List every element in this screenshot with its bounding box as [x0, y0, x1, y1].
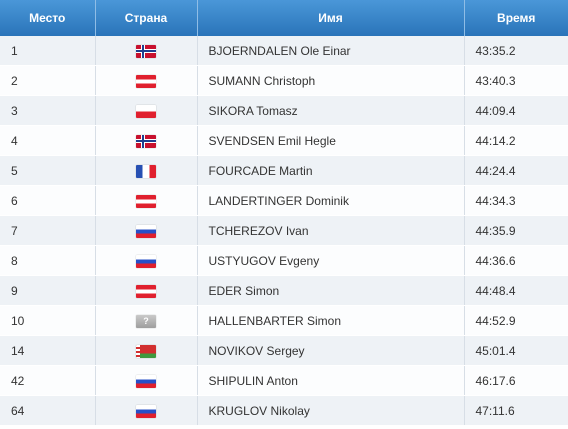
- place-cell: 9: [0, 275, 96, 306]
- table-row: 3 SIKORA Tomasz 44:09.4: [0, 95, 568, 126]
- country-cell: [95, 365, 198, 396]
- table-row: 5 FOURCADE Martin 44:24.4: [0, 155, 568, 186]
- place-cell: 42: [0, 365, 96, 396]
- russia-flag-icon: [136, 404, 156, 418]
- time-cell: 45:01.4: [464, 335, 568, 366]
- place-cell: 6: [0, 185, 96, 216]
- country-cell: [95, 335, 198, 366]
- country-cell: [95, 155, 198, 186]
- table-row: 4 SVENDSEN Emil Hegle 44:14.2: [0, 125, 568, 156]
- country-cell: [95, 125, 198, 156]
- header-time[interactable]: Время: [464, 0, 568, 36]
- russia-flag-icon: [136, 374, 156, 388]
- country-cell: [95, 95, 198, 126]
- belarus-flag-icon: [136, 344, 156, 358]
- table-row: 1 BJOERNDALEN Ole Einar 43:35.2: [0, 36, 568, 66]
- table-row: 6 LANDERTINGER Dominik 44:34.3: [0, 185, 568, 216]
- country-cell: ?: [95, 305, 198, 336]
- athlete-name-cell: KRUGLOV Nikolay: [197, 395, 465, 426]
- athlete-name-cell: BJOERNDALEN Ole Einar: [197, 36, 465, 66]
- table-row: 42 SHIPULIN Anton 46:17.6: [0, 365, 568, 396]
- austria-flag-icon: [136, 284, 156, 298]
- time-cell: 44:48.4: [464, 275, 568, 306]
- norway-flag-icon: [136, 44, 156, 58]
- table-row: 2 SUMANN Christoph 43:40.3: [0, 65, 568, 96]
- country-cell: [95, 36, 198, 66]
- athlete-name-cell: FOURCADE Martin: [197, 155, 465, 186]
- country-cell: [95, 245, 198, 276]
- place-cell: 7: [0, 215, 96, 246]
- time-cell: 47:11.6: [464, 395, 568, 426]
- athlete-name-cell: SUMANN Christoph: [197, 65, 465, 96]
- country-cell: [95, 395, 198, 426]
- time-cell: 44:35.9: [464, 215, 568, 246]
- unknown-flag-icon: ?: [136, 314, 156, 328]
- time-cell: 44:09.4: [464, 95, 568, 126]
- time-cell: 44:52.9: [464, 305, 568, 336]
- russia-flag-icon: [136, 224, 156, 238]
- time-cell: 43:35.2: [464, 36, 568, 66]
- country-cell: [95, 65, 198, 96]
- country-cell: [95, 275, 198, 306]
- time-cell: 44:36.6: [464, 245, 568, 276]
- time-cell: 43:40.3: [464, 65, 568, 96]
- place-cell: 2: [0, 65, 96, 96]
- header-name[interactable]: Имя: [197, 0, 465, 36]
- place-cell: 10: [0, 305, 96, 336]
- place-cell: 5: [0, 155, 96, 186]
- table-row: 7 TCHEREZOV Ivan 44:35.9: [0, 215, 568, 246]
- table-row: 10? HALLENBARTER Simon 44:52.9: [0, 305, 568, 336]
- russia-flag-icon: [136, 254, 156, 268]
- athlete-name-cell: EDER Simon: [197, 275, 465, 306]
- athlete-name-cell: SHIPULIN Anton: [197, 365, 465, 396]
- athlete-name-cell: USTYUGOV Evgeny: [197, 245, 465, 276]
- place-cell: 1: [0, 36, 96, 66]
- place-cell: 4: [0, 125, 96, 156]
- header-country[interactable]: Страна: [95, 0, 198, 36]
- time-cell: 46:17.6: [464, 365, 568, 396]
- athlete-name-cell: NOVIKOV Sergey: [197, 335, 465, 366]
- country-cell: [95, 215, 198, 246]
- table-row: 64 KRUGLOV Nikolay 47:11.6: [0, 395, 568, 426]
- header-place[interactable]: Место: [0, 0, 96, 36]
- country-cell: [95, 185, 198, 216]
- athlete-name-cell: TCHEREZOV Ivan: [197, 215, 465, 246]
- athlete-name-cell: HALLENBARTER Simon: [197, 305, 465, 336]
- athlete-name-cell: LANDERTINGER Dominik: [197, 185, 465, 216]
- table-row: 8 USTYUGOV Evgeny 44:36.6: [0, 245, 568, 276]
- table-row: 14 NOVIKOV Sergey 45:01.4: [0, 335, 568, 366]
- time-cell: 44:24.4: [464, 155, 568, 186]
- norway-flag-icon: [136, 134, 156, 148]
- athlete-name-cell: SVENDSEN Emil Hegle: [197, 125, 465, 156]
- time-cell: 44:14.2: [464, 125, 568, 156]
- athlete-name-cell: SIKORA Tomasz: [197, 95, 465, 126]
- austria-flag-icon: [136, 74, 156, 88]
- place-cell: 8: [0, 245, 96, 276]
- header-row: Место Страна Имя Время: [0, 0, 568, 36]
- place-cell: 3: [0, 95, 96, 126]
- austria-flag-icon: [136, 194, 156, 208]
- poland-flag-icon: [136, 104, 156, 118]
- place-cell: 64: [0, 395, 96, 426]
- place-cell: 14: [0, 335, 96, 366]
- france-flag-icon: [136, 164, 156, 178]
- time-cell: 44:34.3: [464, 185, 568, 216]
- table-row: 9 EDER Simon 44:48.4: [0, 275, 568, 306]
